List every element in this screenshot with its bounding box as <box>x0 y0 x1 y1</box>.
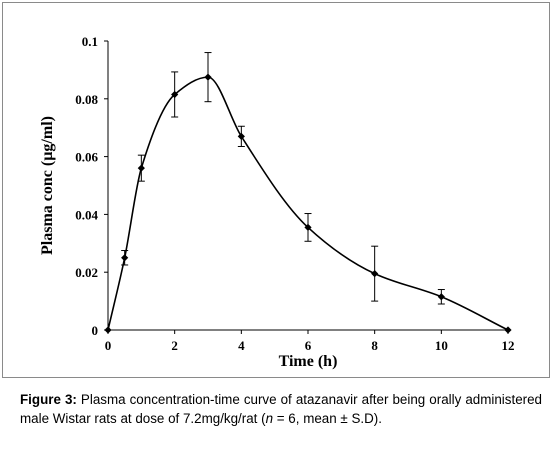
x-axis-title: Time (h) <box>279 353 338 370</box>
x-tick-label: 0 <box>105 338 112 353</box>
pk-line-chart: 0 2 4 6 8 10 12 00.020.040.060.080.1 Time (h) … <box>39 34 515 370</box>
x-tick-label: 12 <box>502 338 515 353</box>
y-tick-label: 0.04 <box>75 207 98 222</box>
x-ticks: 0 2 4 6 8 10 12 <box>105 330 515 353</box>
error-bars <box>121 52 445 305</box>
data-point-marker <box>104 326 112 334</box>
caption-label: Figure 3: <box>20 392 77 407</box>
data-point-marker <box>121 254 129 262</box>
data-point-marker <box>204 73 212 81</box>
data-point-marker <box>237 132 245 140</box>
x-tick-label: 2 <box>171 338 178 353</box>
figure-caption: Figure 3: Plasma concentration-time curv… <box>20 390 542 428</box>
data-points <box>104 73 512 334</box>
y-axis-title: Plasma conc (µg/ml) <box>39 116 56 255</box>
data-point-marker <box>171 90 179 99</box>
caption-text-after: = 6, mean ± S.D). <box>273 411 382 426</box>
y-ticks: 0 0.02 0.04 0.06 0.08 0.1 <box>75 34 108 338</box>
caption-n-symbol: n <box>265 411 274 426</box>
data-point-marker <box>304 223 312 232</box>
y-tick-label: 0.06 <box>75 150 98 165</box>
x-tick-label: 6 <box>305 338 312 353</box>
x-tick-label: 8 <box>371 338 378 353</box>
y-tick-label: 0 <box>92 323 99 338</box>
data-point-marker <box>371 270 379 278</box>
y-tick-label: 0.02 <box>75 265 98 280</box>
y-tick-label: 0.08 <box>75 92 98 107</box>
data-point-marker <box>504 326 512 334</box>
axes <box>107 41 508 331</box>
x-tick-label: 4 <box>238 338 245 353</box>
concentration-curve <box>107 76 509 331</box>
data-point-marker <box>437 293 445 301</box>
y-tick-label: 0.1 <box>82 34 98 49</box>
caption-text: Plasma concentration-time curve of ataza… <box>20 392 542 426</box>
x-tick-label: 10 <box>435 338 448 353</box>
data-point-marker <box>137 164 145 172</box>
